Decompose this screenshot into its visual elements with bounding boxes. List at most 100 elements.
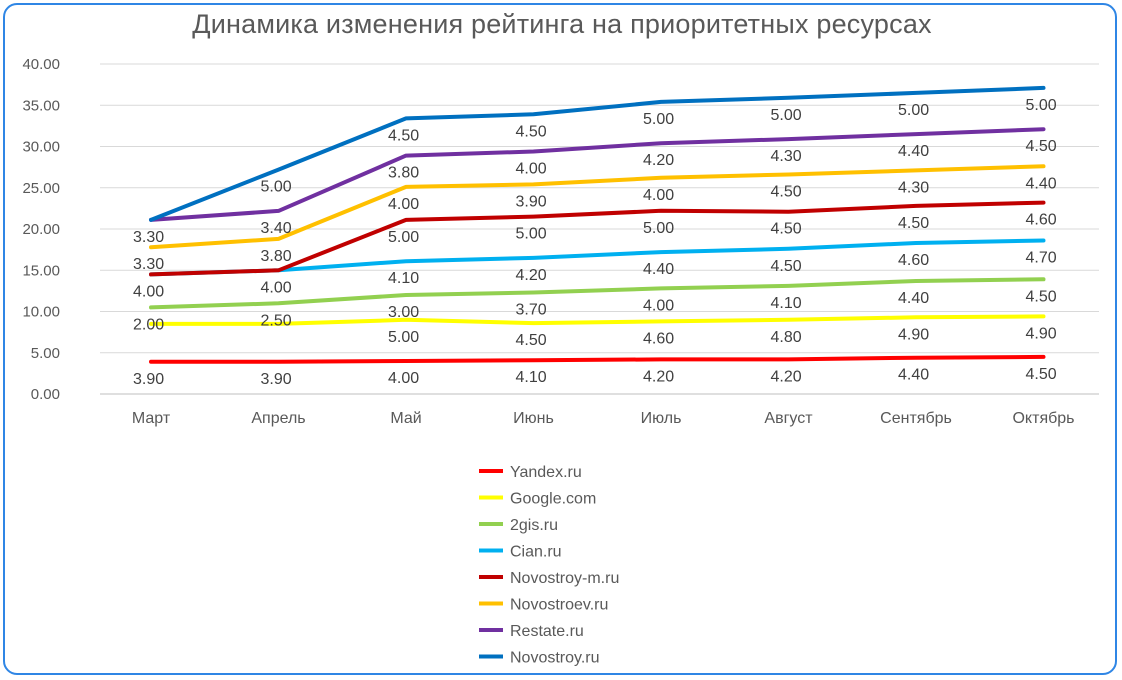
data-label: 4.50: [771, 258, 802, 275]
legend-label: Yandex.ru: [510, 464, 582, 481]
data-label: 3.80: [261, 248, 292, 265]
legend-item: Novostroy-m.ru: [479, 570, 619, 587]
data-label: 4.10: [516, 369, 547, 386]
x-tick-label: Июнь: [513, 410, 554, 427]
data-label: 4.40: [898, 367, 929, 384]
x-tick-label: Октябрь: [1012, 410, 1074, 427]
legend-item: Novostroy.ru: [479, 650, 600, 667]
y-tick-label: 10.00: [22, 304, 60, 321]
y-tick-label: 40.00: [22, 56, 60, 73]
x-tick-label: Апрель: [251, 410, 305, 427]
data-label: 3.90: [261, 371, 292, 388]
data-label: 3.00: [388, 304, 419, 321]
data-label: 4.90: [1026, 325, 1057, 342]
data-label: 4.80: [771, 329, 802, 346]
x-tick-label: Сентябрь: [880, 410, 952, 427]
y-tick-label: 5.00: [31, 345, 60, 362]
data-label: 3.90: [133, 371, 164, 388]
series-line-novostroev-ru: [149, 164, 1046, 250]
legend: Yandex.ru Google.com 2gis.ru Cian.ru Novostr…: [479, 464, 619, 667]
series-line-2gis-ru: [149, 277, 1046, 310]
y-tick-label: 15.00: [22, 262, 60, 279]
series-line-cian-ru: [149, 238, 1046, 277]
data-label: 2.00: [133, 316, 164, 333]
data-label: 5.00: [516, 226, 547, 243]
data-label: 3.90: [516, 193, 547, 210]
data-label: 5.00: [388, 329, 419, 346]
legend-item: Yandex.ru: [479, 464, 582, 481]
legend-item: Google.com: [479, 491, 596, 508]
data-label: 4.50: [516, 123, 547, 140]
data-label: 4.20: [771, 368, 802, 385]
y-tick-label: 0.00: [31, 386, 60, 403]
x-tick-label: Июль: [641, 410, 682, 427]
legend-item: Novostroev.ru: [479, 597, 608, 614]
data-label: 3.30: [133, 229, 164, 246]
series-line-restate-ru: [149, 127, 1046, 222]
data-label: 2.50: [261, 312, 292, 329]
data-label: 4.90: [898, 326, 929, 343]
x-tick-label: Август: [764, 410, 813, 427]
legend-label: Novostroy.ru: [510, 650, 600, 667]
data-label: 4.00: [133, 283, 164, 300]
data-label: 4.50: [771, 221, 802, 238]
data-label: 5.00: [643, 220, 674, 237]
data-label: 4.40: [898, 290, 929, 307]
legend-label: Cian.ru: [510, 544, 562, 561]
series-line-google-com: [149, 314, 1046, 326]
data-label: 4.50: [388, 127, 419, 144]
series-line-novostroy-m-ru: [149, 200, 1046, 277]
data-label: 5.00: [1026, 97, 1057, 114]
chart-title: Динамика изменения рейтинга на приоритет…: [192, 9, 932, 39]
data-label: 4.50: [1026, 288, 1057, 305]
legend-item: Cian.ru: [479, 544, 562, 561]
data-label: 4.00: [388, 196, 419, 213]
data-label: 4.50: [898, 215, 929, 232]
data-label: 4.20: [643, 368, 674, 385]
data-label: 5.00: [898, 102, 929, 119]
legend-item: 2gis.ru: [479, 517, 558, 534]
legend-label: 2gis.ru: [510, 517, 558, 534]
y-tick-label: 25.00: [22, 180, 60, 197]
y-tick-label: 35.00: [22, 97, 60, 114]
data-label: 5.00: [261, 179, 292, 196]
data-label: 3.70: [516, 302, 547, 319]
data-label: 5.00: [643, 111, 674, 128]
y-tick-label: 30.00: [22, 139, 60, 156]
series-lines: [149, 85, 1046, 364]
data-label: 4.50: [771, 184, 802, 201]
data-label: 4.40: [643, 261, 674, 278]
data-label: 4.50: [1026, 366, 1057, 383]
grid: [100, 63, 1099, 395]
data-label: 4.20: [516, 267, 547, 284]
legend-item: Restate.ru: [479, 623, 584, 640]
data-label: 4.60: [643, 330, 674, 347]
data-label: 4.00: [388, 370, 419, 387]
legend-label: Google.com: [510, 491, 596, 508]
data-label: 5.00: [771, 107, 802, 124]
data-label: 4.60: [1026, 212, 1057, 229]
data-label: 4.00: [516, 160, 547, 177]
legend-label: Restate.ru: [510, 623, 584, 640]
data-label: 4.30: [898, 179, 929, 196]
data-label: 5.00: [388, 229, 419, 246]
data-label: 4.40: [1026, 175, 1057, 192]
axes: 0.00 5.00 10.00 15.00 20.00 25.00 30.00 35.00 40…: [22, 56, 1074, 427]
series-line-novostroy-ru: [149, 85, 1046, 222]
data-label: 4.50: [1026, 138, 1057, 155]
y-tick-label: 20.00: [22, 221, 60, 238]
data-labels: 3.90 3.90 4.00 4.10 4.20 4.20 4.40 4.50 5.00 4.50…: [133, 97, 1057, 388]
data-label: 3.40: [261, 220, 292, 237]
data-label: 4.10: [388, 270, 419, 287]
data-label: 4.30: [771, 148, 802, 165]
data-label: 4.60: [898, 252, 929, 269]
data-label: 4.00: [643, 187, 674, 204]
legend-label: Novostroy-m.ru: [510, 570, 619, 587]
data-label: 4.10: [771, 295, 802, 312]
x-tick-label: Май: [390, 410, 421, 427]
data-label: 4.20: [643, 152, 674, 169]
data-label: 4.00: [261, 279, 292, 296]
data-label: 4.00: [643, 297, 674, 314]
legend-label: Novostroev.ru: [510, 597, 608, 614]
data-label: 4.70: [1026, 250, 1057, 267]
